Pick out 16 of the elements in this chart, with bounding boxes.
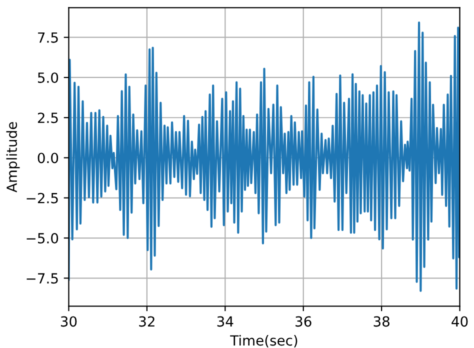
x-tick-label: 30 bbox=[60, 316, 77, 327]
line-series bbox=[68, 22, 460, 292]
x-tick-label: 40 bbox=[452, 316, 468, 327]
x-tick-label: 38 bbox=[374, 316, 390, 327]
y-tick-label: −2.5 bbox=[26, 192, 58, 204]
y-tick-label: 2.5 bbox=[38, 112, 58, 124]
y-axis-title: Amplitude bbox=[6, 122, 20, 192]
x-tick-label: 34 bbox=[217, 316, 234, 327]
y-tick-label: 7.5 bbox=[38, 32, 58, 43]
y-tick-label: −7.5 bbox=[26, 273, 58, 284]
x-axis-title: Time(sec) bbox=[230, 334, 298, 348]
y-tick-label: 0.0 bbox=[38, 152, 58, 164]
x-tick-label: 32 bbox=[139, 316, 154, 327]
y-tick-label: 5.0 bbox=[38, 72, 58, 83]
y-tick-label: −5.0 bbox=[26, 232, 58, 244]
x-tick-label: 36 bbox=[296, 316, 312, 327]
